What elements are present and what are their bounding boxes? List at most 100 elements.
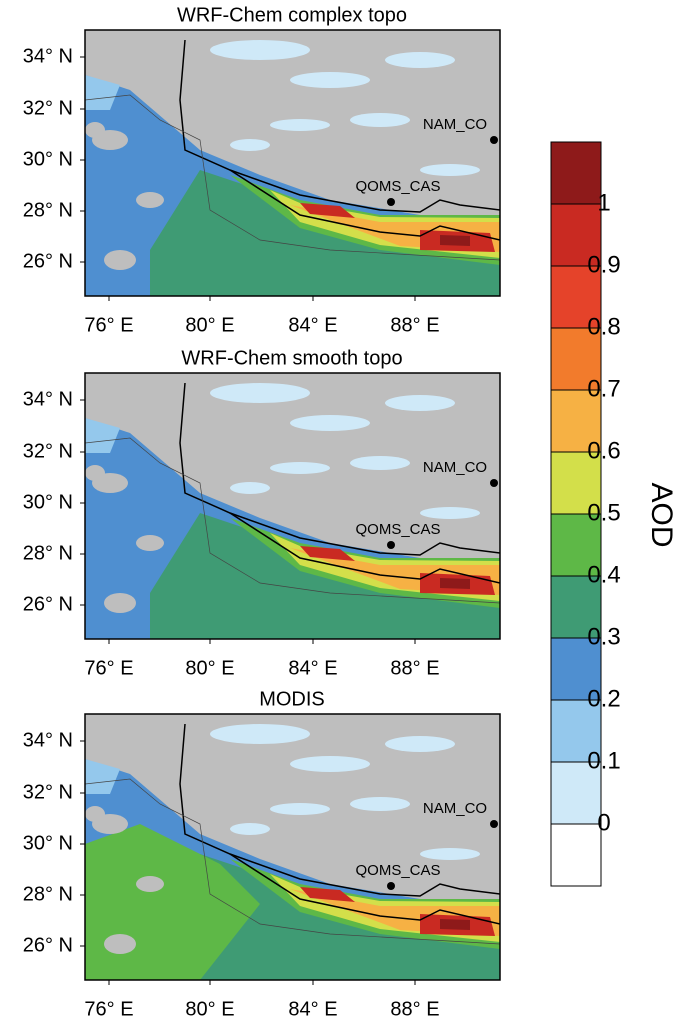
aod-patch bbox=[290, 415, 370, 431]
station-marker bbox=[490, 479, 498, 487]
lon-label: 88° E bbox=[390, 998, 439, 1020]
aod-patch bbox=[385, 52, 455, 68]
lat-label: 32° N bbox=[23, 440, 73, 462]
no-data-patch bbox=[85, 806, 105, 822]
lat-label: 26° N bbox=[23, 934, 73, 956]
aod-region bbox=[300, 546, 355, 561]
station-label: QOMS_CAS bbox=[355, 178, 440, 195]
colorbar-label: 0.8 bbox=[587, 313, 620, 340]
aod-patch bbox=[230, 139, 270, 151]
colorbar-swatch bbox=[550, 699, 602, 763]
lon-label: 80° E bbox=[185, 657, 234, 679]
lon-label: 88° E bbox=[390, 314, 439, 336]
lat-label: 30° N bbox=[23, 491, 73, 513]
aod-patch bbox=[350, 113, 410, 127]
border bbox=[229, 853, 500, 925]
lat-label: 32° N bbox=[23, 97, 73, 119]
map-panel: MODIS 34° N 32° N 30° N 28° N 26° N 76° E 80° E… bbox=[23, 688, 501, 1020]
panel-title: WRF-Chem smooth topo bbox=[181, 347, 402, 369]
aod-patch bbox=[350, 797, 410, 811]
lat-label: 26° N bbox=[23, 593, 73, 615]
map-area bbox=[85, 373, 500, 639]
aod-patch bbox=[210, 383, 310, 403]
colorbar-swatch bbox=[550, 513, 602, 577]
no-data-patch bbox=[136, 876, 164, 892]
colorbar-swatch bbox=[550, 451, 602, 515]
aod-patch bbox=[420, 848, 480, 860]
map-panel: WRF-Chem smooth topo 34° N 32° N 30° N 28° N… bbox=[23, 347, 501, 679]
lon-label: 84° E bbox=[288, 657, 337, 679]
aod-region bbox=[440, 578, 470, 589]
lat-label: 30° N bbox=[23, 832, 73, 854]
map-frame bbox=[84, 29, 501, 297]
no-data-patch bbox=[104, 593, 136, 613]
border bbox=[229, 169, 500, 241]
aod-patch bbox=[270, 462, 330, 474]
station-marker bbox=[387, 198, 395, 206]
no-data-patch bbox=[85, 122, 105, 138]
station-label: QOMS_CAS bbox=[355, 862, 440, 879]
aod-patch bbox=[270, 119, 330, 131]
lon-label: 76° E bbox=[84, 314, 133, 336]
border bbox=[85, 778, 500, 945]
map-area bbox=[85, 30, 500, 296]
lon-label: 76° E bbox=[84, 998, 133, 1020]
border bbox=[85, 437, 500, 604]
station-label: NAM_CO bbox=[423, 800, 487, 817]
colorbar-label: 0 bbox=[597, 809, 610, 836]
aod-patch bbox=[290, 72, 370, 88]
border bbox=[179, 723, 500, 897]
aod-region bbox=[300, 887, 355, 902]
no-data-patch bbox=[104, 250, 136, 270]
lat-label: 28° N bbox=[23, 883, 73, 905]
aod-patch bbox=[230, 823, 270, 835]
station-marker bbox=[490, 136, 498, 144]
lat-label: 28° N bbox=[23, 542, 73, 564]
lon-label: 80° E bbox=[185, 314, 234, 336]
colorbar-swatch bbox=[550, 327, 602, 391]
lon-label: 88° E bbox=[390, 657, 439, 679]
station-marker bbox=[490, 820, 498, 828]
aod-region bbox=[85, 759, 120, 794]
aod-patch bbox=[290, 756, 370, 772]
station-label: QOMS_CAS bbox=[355, 521, 440, 538]
aod-region bbox=[440, 919, 470, 930]
panel-title: MODIS bbox=[259, 688, 325, 710]
aod-region bbox=[440, 235, 470, 246]
border bbox=[179, 39, 500, 213]
map-frame bbox=[84, 713, 501, 981]
colorbar-label: 0.3 bbox=[587, 623, 620, 650]
colorbar-label: 0.6 bbox=[587, 437, 620, 464]
lat-label: 28° N bbox=[23, 199, 73, 221]
border bbox=[229, 512, 500, 584]
colorbar-label: 0.1 bbox=[587, 747, 620, 774]
aod-region bbox=[85, 418, 120, 453]
border bbox=[85, 94, 500, 261]
lon-label: 80° E bbox=[185, 998, 234, 1020]
colorbar-label: 0.4 bbox=[587, 561, 620, 588]
colorbar-swatch bbox=[550, 637, 602, 701]
colorbar-swatch bbox=[550, 265, 602, 329]
lon-label: 84° E bbox=[288, 998, 337, 1020]
border bbox=[179, 382, 500, 556]
colorbar-label: 0.5 bbox=[587, 499, 620, 526]
lon-label: 76° E bbox=[84, 657, 133, 679]
colorbar-swatch bbox=[550, 389, 602, 453]
colorbar-swatch bbox=[550, 823, 602, 887]
colorbar-swatch bbox=[550, 141, 602, 205]
aod-patch bbox=[270, 803, 330, 815]
map-panel: WRF-Chem complex topo 34° N 32° N 30° N 28° … bbox=[23, 4, 501, 336]
colorbar-label: 0.2 bbox=[587, 685, 620, 712]
aod-patch bbox=[230, 482, 270, 494]
map-frame bbox=[84, 372, 501, 640]
station-label: NAM_CO bbox=[423, 459, 487, 476]
aod-patch bbox=[210, 724, 310, 744]
colorbar-swatch bbox=[550, 203, 602, 267]
panel-title: WRF-Chem complex topo bbox=[177, 4, 407, 26]
lat-label: 34° N bbox=[23, 729, 73, 751]
no-data-patch bbox=[85, 465, 105, 481]
aod-patch bbox=[420, 164, 480, 176]
aod-patch bbox=[350, 456, 410, 470]
lat-label: 30° N bbox=[23, 148, 73, 170]
